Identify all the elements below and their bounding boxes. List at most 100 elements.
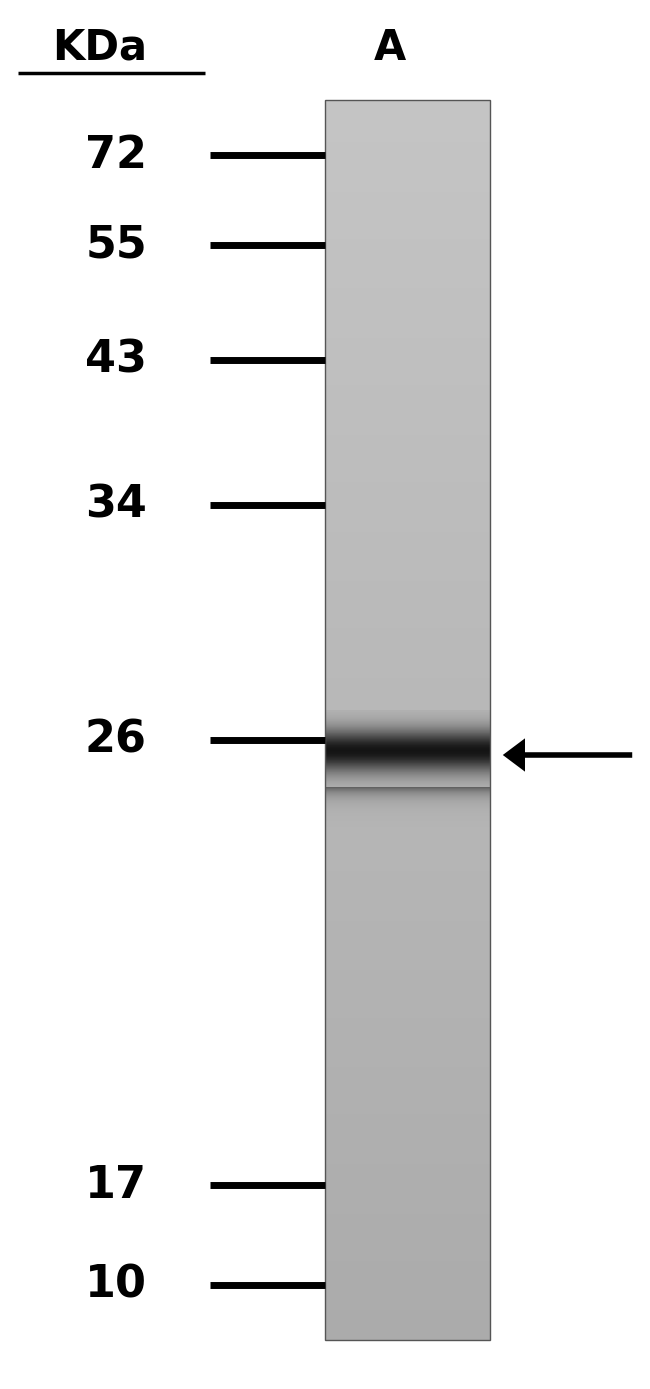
Text: 17: 17 xyxy=(85,1164,147,1207)
Bar xyxy=(325,532,490,533)
Bar xyxy=(325,1283,490,1285)
Bar xyxy=(325,274,490,276)
Bar xyxy=(325,1325,490,1328)
Bar xyxy=(325,142,490,144)
Bar xyxy=(325,407,490,410)
Bar xyxy=(325,1114,490,1117)
Bar xyxy=(325,349,490,350)
Bar xyxy=(325,497,490,499)
Bar xyxy=(325,242,490,244)
Bar xyxy=(325,661,490,663)
Bar xyxy=(325,985,490,988)
Bar xyxy=(325,718,490,720)
Bar xyxy=(325,1120,490,1122)
Bar xyxy=(325,611,490,614)
Bar xyxy=(325,638,490,640)
Bar xyxy=(325,256,490,258)
Bar xyxy=(325,318,490,321)
Bar xyxy=(325,283,490,286)
Bar xyxy=(325,110,490,113)
Bar xyxy=(325,135,490,138)
Bar xyxy=(325,911,490,914)
Bar xyxy=(325,1075,490,1076)
Bar xyxy=(325,1293,490,1296)
Bar xyxy=(325,690,490,693)
Bar xyxy=(325,264,490,267)
Bar xyxy=(325,331,490,333)
Bar xyxy=(325,251,490,254)
Bar xyxy=(325,1164,490,1167)
Bar xyxy=(325,1313,490,1315)
Bar xyxy=(325,568,490,571)
Bar xyxy=(325,725,490,728)
Bar xyxy=(325,207,490,210)
Bar xyxy=(325,953,490,956)
Bar xyxy=(325,914,490,915)
Bar xyxy=(325,403,490,406)
Bar xyxy=(325,1007,490,1010)
Bar xyxy=(325,775,490,776)
Bar xyxy=(325,1057,490,1060)
Bar xyxy=(325,276,490,279)
Bar xyxy=(325,1214,490,1215)
Bar xyxy=(325,442,490,444)
Bar xyxy=(325,281,490,283)
Bar xyxy=(325,454,490,457)
Bar xyxy=(325,1013,490,1015)
Bar xyxy=(325,346,490,349)
Bar xyxy=(325,350,490,353)
Bar xyxy=(325,858,490,861)
Bar xyxy=(325,189,490,192)
Bar xyxy=(325,608,490,611)
Text: 72: 72 xyxy=(85,133,147,176)
Bar xyxy=(325,868,490,871)
Bar xyxy=(325,801,490,804)
Bar xyxy=(325,1199,490,1201)
Bar xyxy=(325,628,490,631)
Bar xyxy=(325,482,490,485)
Bar xyxy=(325,681,490,683)
Bar xyxy=(325,413,490,415)
Bar xyxy=(325,393,490,394)
Bar xyxy=(325,229,490,232)
Bar xyxy=(325,832,490,833)
Bar xyxy=(325,194,490,197)
Bar xyxy=(325,747,490,750)
Bar xyxy=(325,1296,490,1297)
Bar xyxy=(325,167,490,169)
Bar xyxy=(325,1104,490,1107)
Text: 55: 55 xyxy=(85,224,147,267)
Bar xyxy=(325,864,490,867)
Bar xyxy=(325,839,490,842)
Bar xyxy=(325,845,490,846)
Bar xyxy=(325,564,490,567)
Bar xyxy=(325,1181,490,1183)
Bar xyxy=(325,204,490,207)
Bar xyxy=(325,375,490,378)
Bar xyxy=(325,438,490,440)
Bar xyxy=(325,457,490,460)
Bar xyxy=(325,1224,490,1226)
Bar xyxy=(325,961,490,963)
Bar xyxy=(325,157,490,160)
Bar xyxy=(325,1206,490,1208)
Bar xyxy=(325,1139,490,1142)
Bar xyxy=(325,685,490,688)
Bar xyxy=(325,440,490,442)
Bar xyxy=(325,672,490,675)
Bar xyxy=(325,507,490,510)
Bar xyxy=(325,1065,490,1067)
Bar xyxy=(325,997,490,1000)
Bar xyxy=(325,353,490,356)
Bar xyxy=(325,876,490,879)
Bar xyxy=(325,938,490,940)
Bar xyxy=(325,946,490,949)
Bar xyxy=(325,249,490,251)
Bar xyxy=(325,567,490,568)
Bar xyxy=(325,599,490,601)
Bar xyxy=(325,1085,490,1088)
Bar xyxy=(325,100,490,1340)
Bar xyxy=(325,688,490,690)
Bar xyxy=(325,1332,490,1335)
Bar xyxy=(325,579,490,581)
